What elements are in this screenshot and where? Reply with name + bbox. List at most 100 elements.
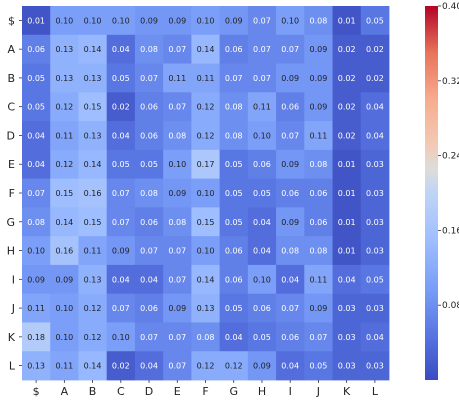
cell-value-label: 0.07 [168, 247, 186, 256]
heatmap-cell-G-A [50, 207, 79, 237]
heatmap-cell-J-K [332, 293, 362, 323]
heatmap-cell-D-I [276, 121, 305, 151]
heatmap-cell-L-J [304, 351, 333, 381]
x-tick-label-G: G [229, 385, 238, 398]
cell-value-label: 0.05 [112, 160, 130, 169]
cell-value-label: 0.10 [168, 160, 186, 169]
cell-value-label: 0.05 [112, 74, 130, 83]
cell-value-label: 0.05 [140, 160, 158, 169]
heatmap-cell-D-D [134, 121, 164, 151]
cell-value-label: 0.02 [112, 103, 130, 112]
cell-value-label: 0.10 [197, 247, 215, 256]
heatmap-cell-C-E [163, 92, 192, 122]
cell-value-label: 0.05 [225, 160, 243, 169]
x-tick-label-D: D [145, 385, 153, 398]
cell-value-label: 0.06 [140, 103, 158, 112]
cell-value-label: 0.09 [168, 304, 186, 313]
cell-value-label: 0.09 [168, 189, 186, 198]
heatmap-cell-A-H [247, 34, 277, 64]
colorbar-tick-label: 0.24 [442, 152, 459, 162]
colorbar-tick-label: 0.08 [442, 301, 459, 311]
heatmap-cell-C-J [304, 92, 333, 122]
heatmap-cell-B-C [106, 63, 136, 93]
cell-value-label: 0.07 [168, 333, 186, 342]
cell-value-label: 0.09 [281, 74, 299, 83]
heatmap-cell-G-K [332, 207, 362, 237]
cell-value-label: 0.04 [366, 103, 384, 112]
heatmap-cell-H-E [163, 236, 192, 266]
heatmap-cell-C-D [134, 92, 164, 122]
y-tick-label-F: F [9, 187, 15, 200]
y-tick-label-K: K [8, 331, 16, 344]
heatmap-cell-L-D [134, 351, 164, 381]
heatmap-cell-E-D [134, 149, 164, 180]
cell-value-label: 0.13 [55, 74, 73, 83]
heatmap-cell-J-C [106, 293, 136, 323]
cell-value-label: 0.14 [84, 45, 102, 54]
cell-value-label: 0.11 [27, 304, 45, 313]
heatmap-cell-I-J [304, 264, 333, 295]
cell-value-label: 0.06 [253, 160, 271, 169]
cell-value-label: 0.07 [281, 131, 299, 140]
heatmap-cell-B-B [78, 63, 108, 93]
cell-value-label: 0.05 [27, 74, 45, 83]
cell-value-label: 0.07 [27, 189, 45, 198]
cell-value-label: 0.09 [281, 218, 299, 227]
heatmap-cell-C-B [78, 92, 108, 122]
cell-value-label: 0.07 [168, 103, 186, 112]
cell-value-label: 0.11 [310, 275, 328, 284]
cell-value-label: 0.08 [310, 16, 328, 25]
cell-value-label: 0.05 [253, 333, 271, 342]
heatmap-cell-H-D [134, 236, 164, 266]
x-tick-label-C: C [117, 385, 125, 398]
heatmap-cell-C-G [219, 92, 249, 122]
heatmap-cell-$-D [134, 6, 164, 36]
cell-value-label: 0.11 [253, 103, 271, 112]
x-tick-label-$: $ [33, 385, 40, 398]
cell-value-label: 0.10 [281, 16, 299, 25]
cell-value-label: 0.04 [112, 131, 130, 140]
heatmap-cell-B-$ [22, 63, 51, 93]
heatmap-cell-K-B [78, 322, 108, 352]
colorbar-tick-label: 0.40 [442, 2, 459, 12]
cell-value-label: 0.07 [140, 333, 158, 342]
heatmap-cell-A-E [163, 34, 192, 64]
cell-value-label: 0.04 [366, 333, 384, 342]
cell-value-label: 0.09 [112, 247, 130, 256]
heatmap-cell-G-F [191, 207, 221, 237]
heatmap-cell-J-L [360, 293, 390, 323]
heatmap-cell-C-C [106, 92, 136, 122]
cell-value-label: 0.06 [225, 247, 243, 256]
heatmap-cell-K-E [163, 322, 192, 352]
heatmap-cell-J-A [50, 293, 79, 323]
y-tick-label-I: I [12, 273, 15, 286]
heatmap-cell-D-K [332, 121, 362, 151]
y-tick-label-L: L [9, 360, 16, 373]
colorbar-tick-label: 0.16 [442, 226, 459, 236]
heatmap-cell-A-G [219, 34, 249, 64]
cell-value-label: 0.05 [253, 189, 271, 198]
cell-value-label: 0.15 [197, 218, 215, 227]
cell-value-label: 0.09 [140, 16, 158, 25]
heatmap-cell-I-A [50, 264, 79, 295]
heatmap-cell-I-B [78, 264, 108, 295]
heatmap-cell-E-J [304, 149, 333, 180]
heatmap-cell-G-$ [22, 207, 51, 237]
heatmap-cell-D-F [191, 121, 221, 151]
cell-value-label: 0.08 [168, 131, 186, 140]
heatmap-cell-J-H [247, 293, 277, 323]
heatmap-cell-G-I [276, 207, 305, 237]
heatmap-cell-B-K [332, 63, 362, 93]
cell-value-label: 0.07 [168, 45, 186, 54]
heatmap-cell-C-A [50, 92, 79, 122]
y-tick-label-G: G [6, 216, 15, 229]
heatmap-cell-H-A [50, 236, 79, 266]
cell-value-label: 0.03 [366, 304, 384, 313]
heatmap-cell-H-J [304, 236, 333, 266]
heatmap-cell-H-L [360, 236, 390, 266]
heatmap-cell-A-A [50, 34, 79, 64]
heatmap-cell-A-J [304, 34, 333, 64]
cell-value-label: 0.09 [27, 275, 45, 284]
cell-value-label: 0.02 [338, 74, 356, 83]
